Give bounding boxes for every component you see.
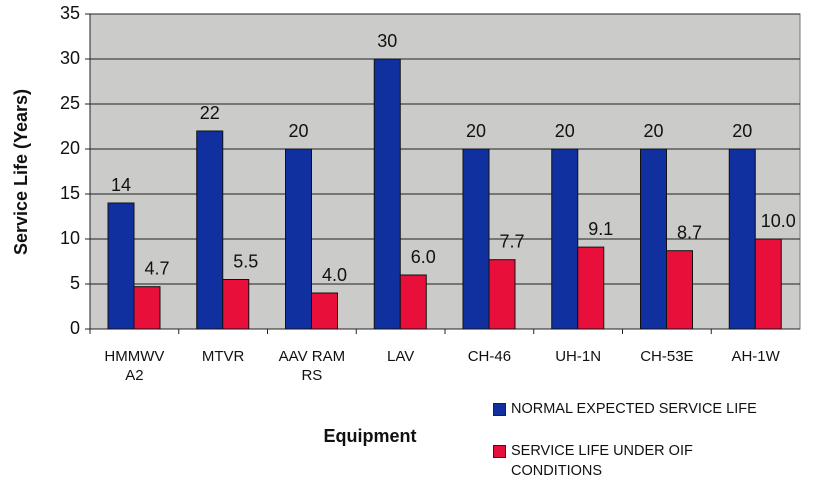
bar xyxy=(488,259,516,330)
x-tick-label: LAV xyxy=(387,348,415,365)
y-axis-title: Service Life (Years) xyxy=(11,89,31,255)
bar xyxy=(311,292,338,330)
data-label: 10.0 xyxy=(761,211,796,231)
x-tick-label: AAV RAM RS xyxy=(278,348,346,384)
bar xyxy=(577,246,605,330)
legend-swatch xyxy=(493,445,506,458)
x-axis-title: Equipment xyxy=(324,426,417,446)
data-label: 8.7 xyxy=(677,222,702,242)
bar xyxy=(666,250,693,330)
bar xyxy=(640,148,667,330)
bar xyxy=(133,286,161,330)
data-label: 4.0 xyxy=(322,265,347,285)
bar xyxy=(285,148,312,330)
data-label: 30 xyxy=(377,31,397,51)
data-label: 5.5 xyxy=(233,251,258,271)
x-tick-label: MTVR xyxy=(201,348,245,365)
legend-swatch xyxy=(493,403,506,416)
bar xyxy=(399,274,427,330)
bar xyxy=(196,130,224,330)
x-tick-label: HMMWV A2 xyxy=(104,348,165,384)
y-tick-label: 30 xyxy=(60,48,80,68)
x-tick-label: UH-1N xyxy=(555,348,602,365)
y-tick-label: 20 xyxy=(60,138,80,158)
bar xyxy=(222,279,250,330)
data-label: 9.1 xyxy=(588,219,613,239)
y-tick-label: 5 xyxy=(70,273,80,293)
bar xyxy=(551,148,579,330)
bar xyxy=(728,148,756,330)
data-label: 20 xyxy=(732,121,752,141)
data-label: 20 xyxy=(466,121,486,141)
bar xyxy=(754,238,782,330)
y-tick-label: 25 xyxy=(60,93,80,113)
y-tick-label: 35 xyxy=(60,3,80,23)
data-label: 22 xyxy=(200,103,220,123)
data-label: 20 xyxy=(288,121,308,141)
data-label: 14 xyxy=(111,175,131,195)
data-label: 20 xyxy=(555,121,575,141)
bar xyxy=(107,202,135,330)
data-label: 4.7 xyxy=(144,258,169,278)
legend-label: SERVICE LIFE UNDER OIF CONDITIONS xyxy=(511,443,693,479)
x-tick-label: CH-53E xyxy=(640,348,694,365)
y-tick-label: 10 xyxy=(60,228,80,248)
x-tick-label: CH-46 xyxy=(467,348,512,365)
data-label: 6.0 xyxy=(411,247,436,267)
x-tick-label: AH-1W xyxy=(731,348,780,365)
y-tick-label: 0 xyxy=(70,318,80,338)
data-label: 7.7 xyxy=(499,231,524,251)
y-tick-label: 15 xyxy=(60,183,80,203)
legend-label: NORMAL EXPECTED SERVICE LIFE xyxy=(511,401,757,417)
data-label: 20 xyxy=(643,121,663,141)
bar xyxy=(373,58,401,330)
bar xyxy=(462,148,490,330)
